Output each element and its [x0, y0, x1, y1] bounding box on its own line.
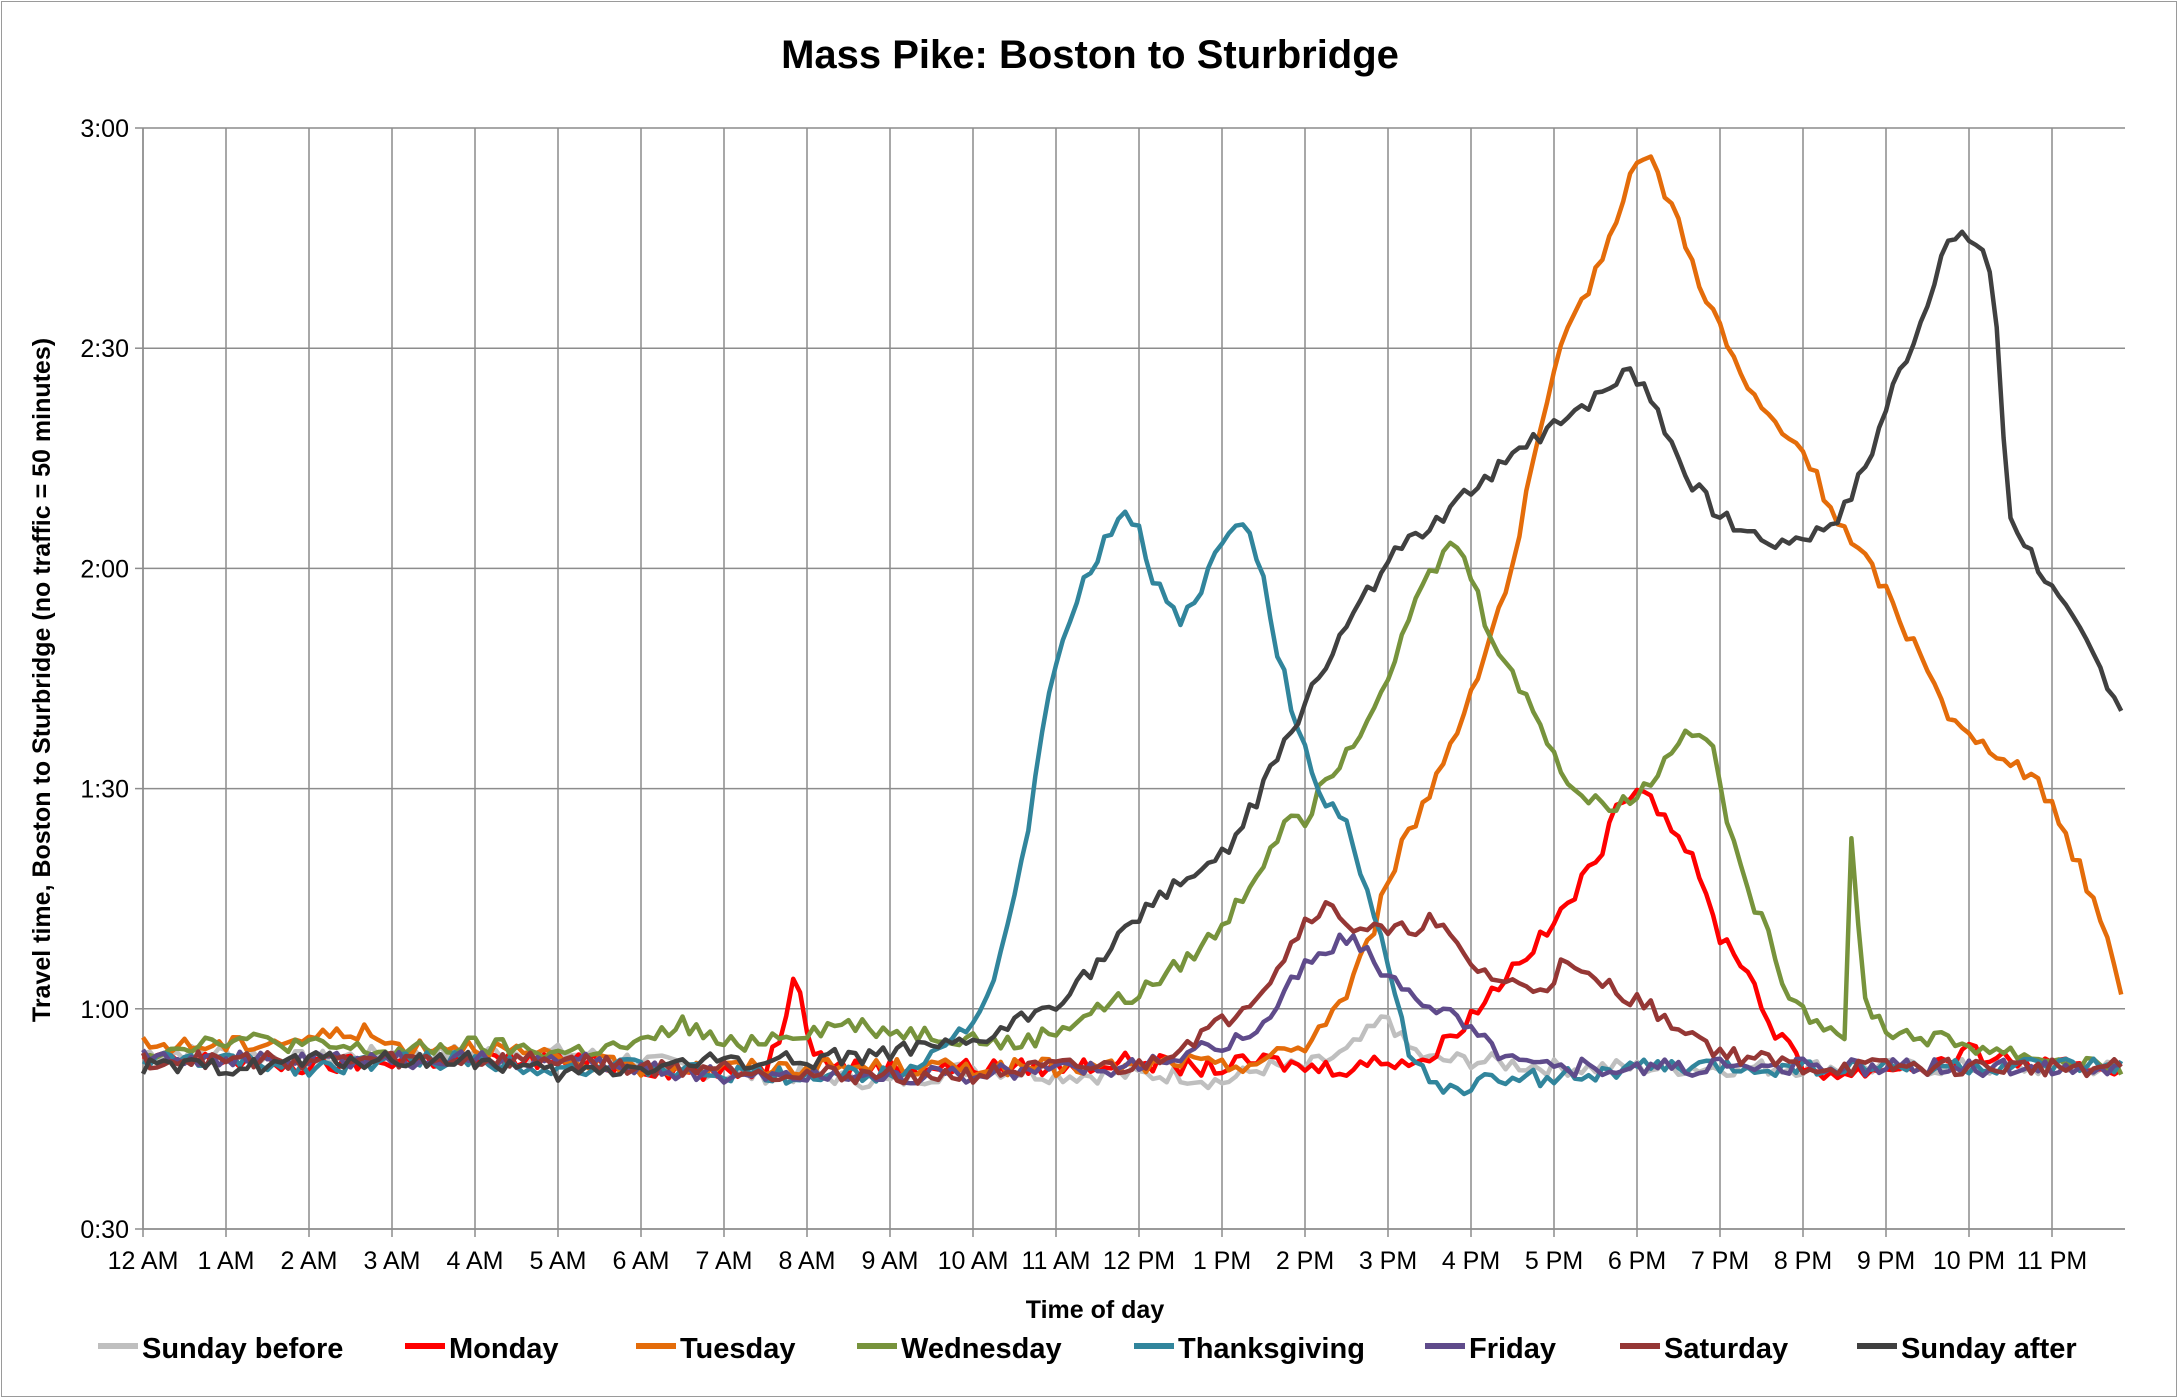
x-tick-label: 5 PM: [1525, 1247, 1583, 1275]
legend-item: Sunday after: [1857, 1333, 2077, 1365]
x-tick-label: 4 PM: [1442, 1247, 1500, 1275]
x-tick-label: 3 AM: [364, 1247, 421, 1275]
legend-label: Thanksgiving: [1178, 1333, 1365, 1365]
x-tick-label: 2 AM: [281, 1247, 338, 1275]
x-tick-label: 8 PM: [1774, 1247, 1832, 1275]
x-tick-label: 5 AM: [530, 1247, 587, 1275]
x-tick-label: 12 PM: [1103, 1247, 1175, 1275]
legend-label: Sunday after: [1901, 1333, 2077, 1365]
x-axis-label: Time of day: [1026, 1296, 1165, 1324]
y-tick-label: 1:00: [80, 996, 129, 1024]
series-line: [141, 154, 2124, 1079]
x-tick-label: 6 PM: [1608, 1247, 1666, 1275]
x-tick-label: 11 AM: [1021, 1247, 1090, 1275]
legend-item: Sunday before: [98, 1333, 343, 1365]
x-tick-label: 2 PM: [1276, 1247, 1334, 1275]
x-tick-label: 4 AM: [447, 1247, 504, 1275]
y-tick-label: 1:30: [80, 776, 129, 804]
series-line: [142, 540, 2124, 1076]
legend-label: Sunday before: [142, 1333, 343, 1365]
chart-title: Mass Pike: Boston to Sturbridge: [781, 33, 1399, 77]
legend-label: Monday: [449, 1333, 559, 1365]
legend-item: Tuesday: [636, 1333, 796, 1365]
x-tick-label: 1 PM: [1193, 1247, 1251, 1275]
x-tick-label: 7 PM: [1691, 1247, 1749, 1275]
y-tick-label: 3:00: [80, 115, 129, 143]
legend-item: Friday: [1425, 1333, 1556, 1365]
x-tick-label: 3 PM: [1359, 1247, 1417, 1275]
x-tick-label: 7 AM: [696, 1247, 753, 1275]
y-tick-label: 0:30: [80, 1216, 129, 1244]
legend-item: Monday: [405, 1333, 559, 1365]
legend-label: Wednesday: [901, 1333, 1062, 1365]
legend-item: Thanksgiving: [1134, 1333, 1365, 1365]
legend-item: Saturday: [1620, 1333, 1788, 1365]
legend-label: Saturday: [1664, 1333, 1788, 1365]
y-tick-labels: 0:30 1:00 1:30 2:00 2:30 3:00: [80, 115, 129, 1244]
x-tick-label: 8 AM: [779, 1247, 836, 1275]
x-tick-label: 9 AM: [862, 1247, 919, 1275]
x-tick-label: 12 AM: [108, 1247, 179, 1275]
legend-label: Tuesday: [680, 1333, 796, 1365]
y-axis-label: Travel time, Boston to Sturbridge (no tr…: [28, 338, 56, 1022]
y-tick-label: 2:30: [80, 335, 129, 363]
series-line: [141, 787, 2123, 1083]
series-lines: [140, 154, 2124, 1097]
series-line: [141, 509, 2124, 1097]
x-tick-label: 10 PM: [1933, 1247, 2005, 1275]
legend: Sunday before Monday Tuesday Wednesday Thank…: [98, 1333, 2077, 1365]
y-tick-label: 2:00: [80, 555, 129, 583]
legend-item: Wednesday: [857, 1333, 1062, 1365]
series-line: [140, 229, 2124, 1083]
x-tick-labels: 12 AM 1 AM 2 AM 3 AM 4 AM 5 AM 6 AM 7 AM 8 AM 9 A…: [108, 1247, 2088, 1275]
x-tick-label: 11 PM: [2017, 1247, 2087, 1275]
x-tick-label: 6 AM: [613, 1247, 670, 1275]
axes: [135, 127, 2125, 1237]
x-tick-label: 10 AM: [938, 1247, 1009, 1275]
x-tick-label: 1 AM: [198, 1247, 255, 1275]
legend-label: Friday: [1469, 1333, 1556, 1365]
x-tick-label: 9 PM: [1857, 1247, 1915, 1275]
